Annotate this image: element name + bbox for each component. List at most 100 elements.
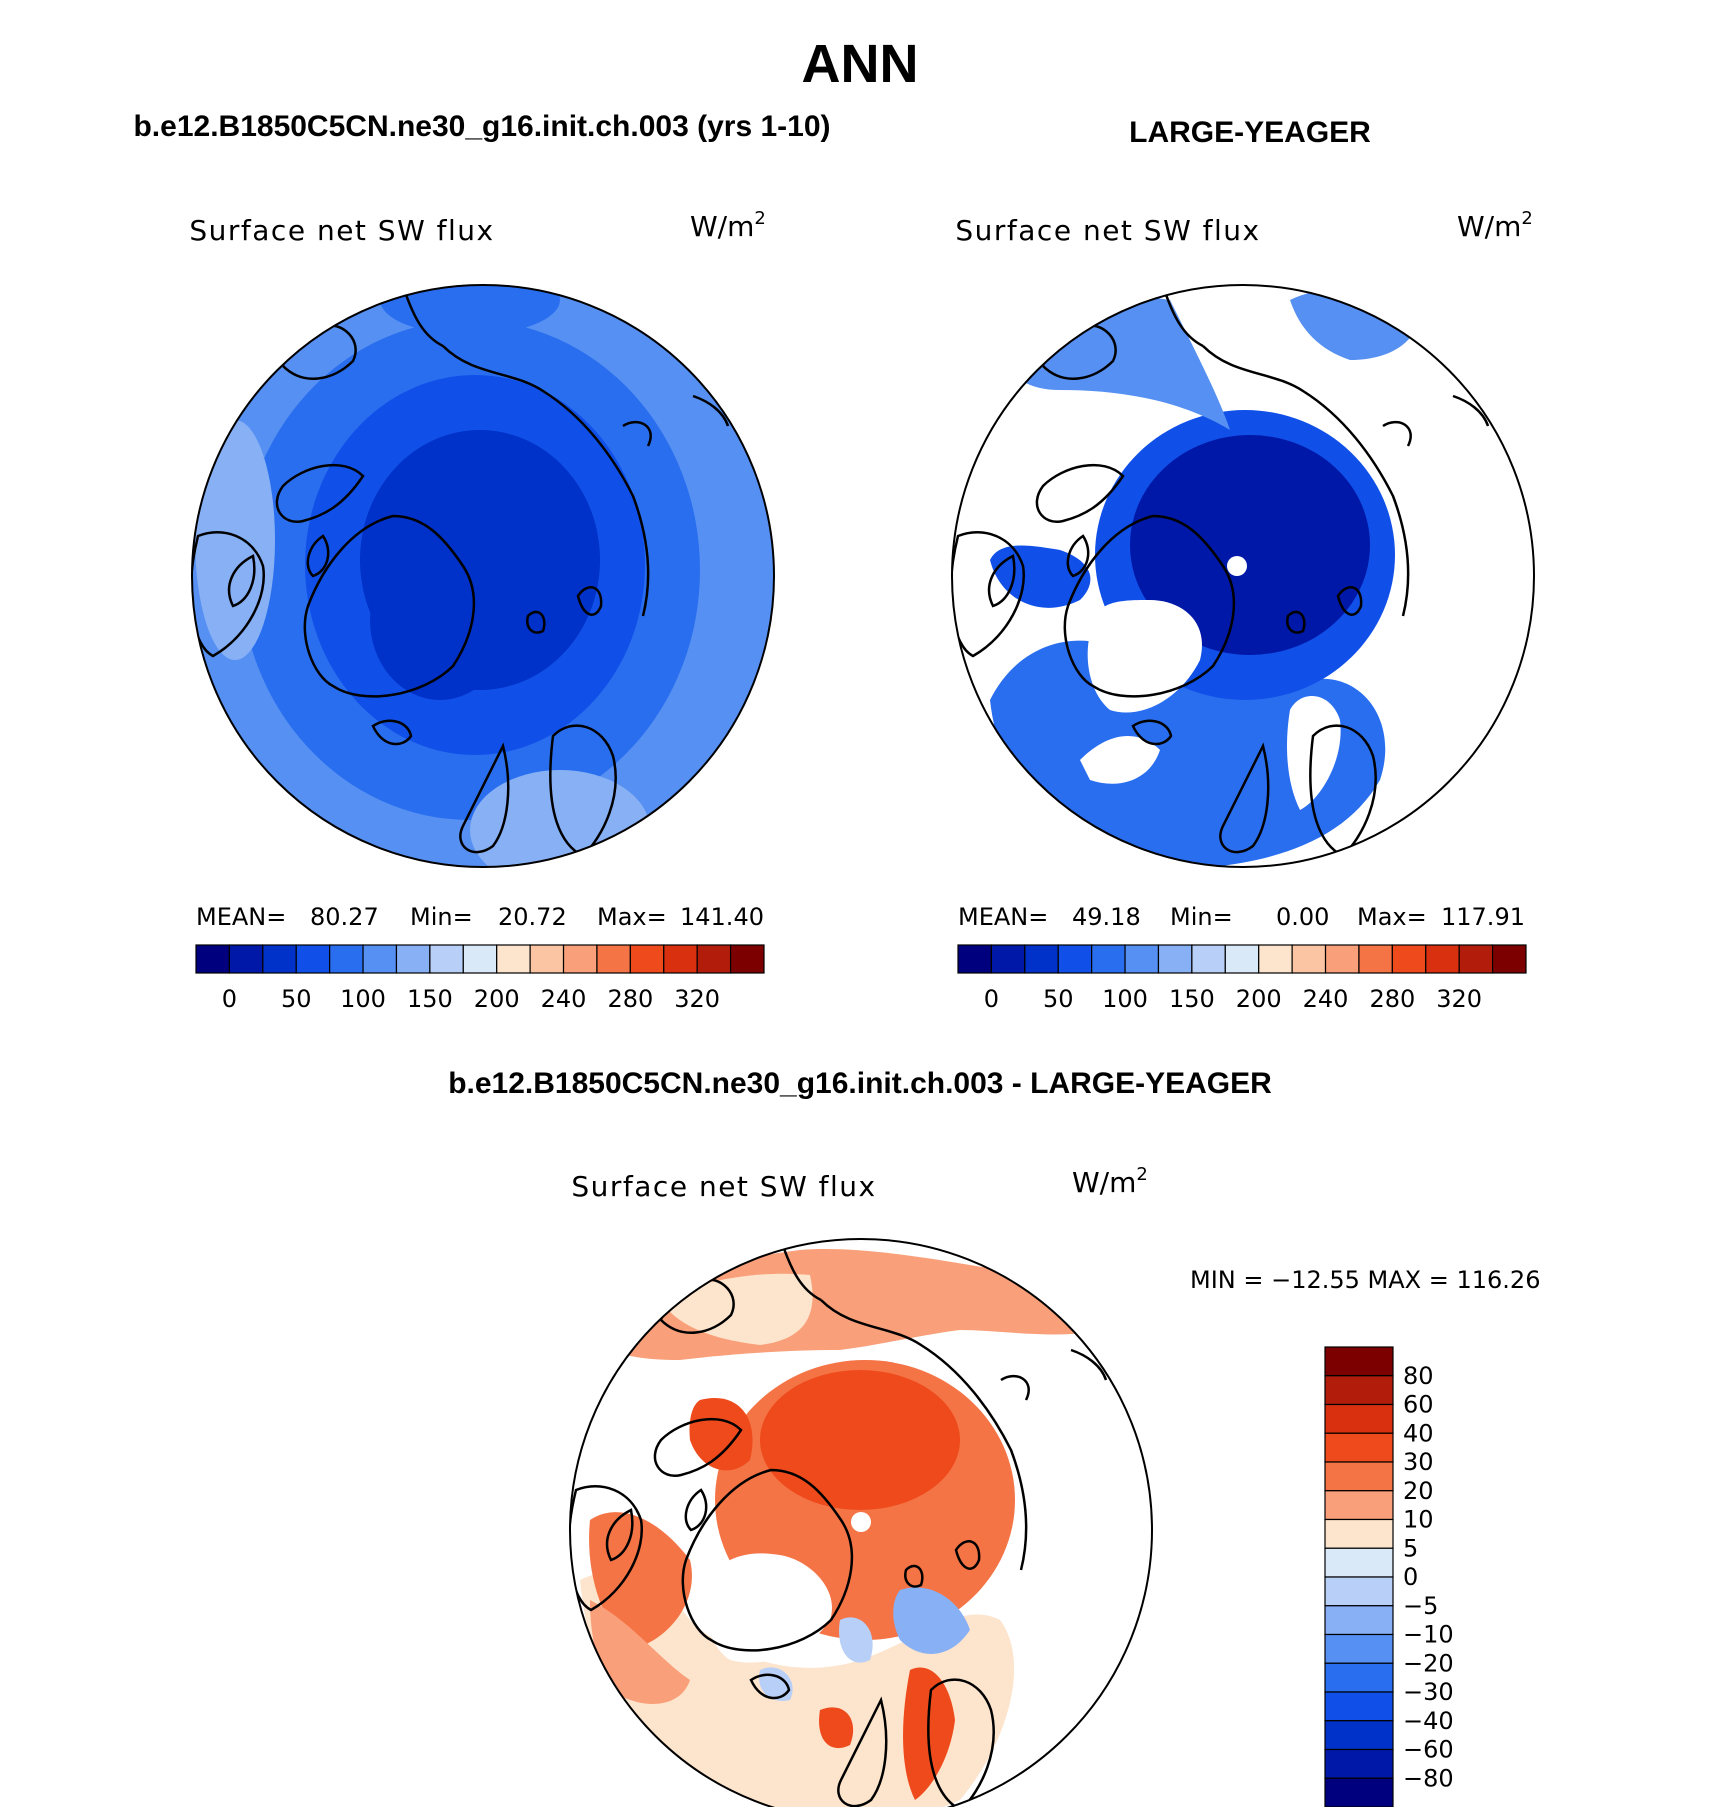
colorbar-box [1324, 1633, 1394, 1664]
colorbar-box [362, 944, 398, 974]
colorbar-tick-label: −20 [1403, 1649, 1454, 1677]
colorbar-box [195, 944, 231, 974]
panel-model-map-border [191, 284, 775, 868]
colorbar-tick-label: −30 [1403, 1678, 1454, 1706]
colorbar-tick-label: 0 [1403, 1563, 1418, 1591]
panel-model-mean-label: MEAN= [196, 903, 286, 931]
colorbar-box [1324, 1346, 1394, 1377]
panel-difference: b.e12.B1850C5CN.ne30_g16.init.ch.003 - L… [448, 1067, 1540, 1807]
panel-model-variable: Surface net SW flux [189, 214, 494, 247]
panel-model-stats: MEAN= 80.27 Min= 20.72 Max= 141.40 [196, 903, 764, 931]
colorbar-box [1324, 1547, 1394, 1578]
panel-obs-min: 0.00 [1276, 903, 1329, 931]
colorbar-tick-label: −10 [1403, 1621, 1454, 1649]
panel-model-colorbar: 0 50 100 150 200 240 280 320 [195, 944, 765, 1013]
figure-title: ANN [802, 34, 919, 94]
colorbar-tick-label: 150 [407, 985, 453, 1013]
difference-case-label: b.e12.B1850C5CN.ne30_g16.init.ch.003 - L… [448, 1067, 1272, 1100]
panel-obs-variable: Surface net SW flux [955, 214, 1260, 247]
colorbar-box [329, 944, 364, 974]
panel-model-mean: 80.27 [310, 903, 379, 931]
panel-model-min: 20.72 [498, 903, 567, 931]
colorbar-tick-label: 10 [1403, 1506, 1434, 1534]
colorbar-tick-label: 320 [674, 985, 720, 1013]
colorbar-tick-label: 0 [222, 985, 237, 1013]
difference-map-border [569, 1238, 1153, 1807]
colorbar-box [1157, 944, 1193, 974]
colorbar-box [228, 944, 264, 974]
panel-obs-min-label: Min= [1170, 903, 1233, 931]
colorbar-box [1324, 944, 1360, 974]
colorbar-box [629, 944, 665, 974]
colorbar-tick-label: 100 [340, 985, 386, 1013]
colorbar-box [1124, 944, 1160, 974]
panel-obs-max-label: Max= [1357, 903, 1427, 931]
colorbar-box [663, 944, 698, 974]
panel-obs-case-label: LARGE-YEAGER [1129, 116, 1371, 149]
panel-obs-mean: 49.18 [1072, 903, 1141, 931]
colorbar-box [990, 944, 1026, 974]
colorbar-box [596, 944, 631, 974]
colorbar-tick-label: 40 [1403, 1419, 1434, 1447]
colorbar-box [1324, 1461, 1394, 1492]
colorbar-box [1191, 944, 1226, 974]
colorbar-box [1324, 1720, 1394, 1751]
colorbar-box [729, 944, 765, 974]
panel-obs-stats: MEAN= 49.18 Min= 0.00 Max= 117.91 [958, 903, 1525, 931]
panel-obs-units: W/m2 [1457, 208, 1533, 243]
colorbar-box [1324, 1662, 1394, 1693]
colorbar-box [1324, 1576, 1394, 1607]
colorbar-tick-label: 0 [984, 985, 999, 1013]
panel-model-min-label: Min= [410, 903, 473, 931]
colorbar-tick-label: −60 [1403, 1736, 1454, 1764]
colorbar-box [1324, 1432, 1394, 1463]
colorbar-tick-label: −40 [1403, 1707, 1454, 1735]
colorbar-box [562, 944, 598, 974]
colorbar-box [529, 944, 565, 974]
panel-model-max-label: Max= [597, 903, 667, 931]
colorbar-tick-label: 240 [1303, 985, 1349, 1013]
colorbar-box [1358, 944, 1393, 974]
colorbar-box [957, 944, 993, 974]
colorbar-tick-label: 200 [1236, 985, 1282, 1013]
panel-obs-map-border [951, 284, 1535, 868]
panel-obs-mean-label: MEAN= [958, 903, 1048, 931]
colorbar-box [1324, 1777, 1394, 1807]
colorbar-box [696, 944, 732, 974]
colorbar-box [1491, 944, 1527, 974]
panel-model-units: W/m2 [690, 208, 766, 243]
colorbar-box [1091, 944, 1126, 974]
colorbar-tick-label: 200 [474, 985, 520, 1013]
colorbar-tick-label: −80 [1403, 1764, 1454, 1792]
colorbar-box [1391, 944, 1427, 974]
colorbar-tick-label: −5 [1403, 1592, 1438, 1620]
panel-model-map [192, 285, 774, 867]
colorbar-box [1024, 944, 1059, 974]
colorbar-tick-label: 100 [1102, 985, 1148, 1013]
colorbar-box [1324, 1748, 1394, 1779]
colorbar-tick-label: 50 [1043, 985, 1074, 1013]
difference-units: W/m2 [1072, 1164, 1148, 1199]
colorbar-box [1458, 944, 1494, 974]
colorbar-tick-label: 280 [607, 985, 653, 1013]
colorbar-box [1324, 1605, 1394, 1636]
colorbar-box [1258, 944, 1293, 974]
panel-obs-colorbar: 0 50 100 150 200 240 280 320 [957, 944, 1527, 1013]
colorbar-tick-label: 20 [1403, 1477, 1434, 1505]
colorbar-tick-label: 5 [1403, 1534, 1418, 1562]
panel-obs: LARGE-YEAGER Surface net SW flux W/m2 ME… [951, 116, 1535, 1013]
colorbar-box [1324, 1490, 1394, 1521]
panel-obs-map [952, 285, 1534, 867]
colorbar-tick-label: 320 [1436, 985, 1482, 1013]
panel-obs-max: 117.91 [1441, 903, 1525, 931]
colorbar-box [262, 944, 297, 974]
difference-minmax: MIN = −12.55 MAX = 116.26 [1190, 1266, 1540, 1294]
colorbar-box [429, 944, 464, 974]
colorbar-box [1324, 1518, 1394, 1549]
colorbar-box [395, 944, 431, 974]
colorbar-tick-label: 50 [281, 985, 312, 1013]
colorbar-tick-label: 30 [1403, 1448, 1434, 1476]
colorbar-box [1291, 944, 1327, 974]
